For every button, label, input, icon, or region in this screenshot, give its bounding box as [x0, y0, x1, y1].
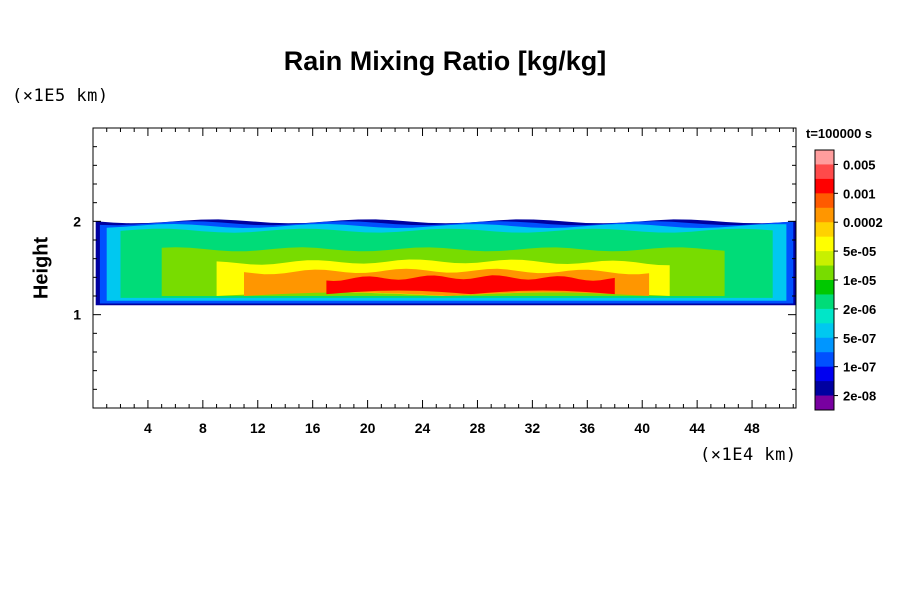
- colorbar-swatch: [815, 308, 834, 324]
- colorbar-label: 0.001: [843, 186, 876, 201]
- x-tick-label: 24: [415, 420, 431, 436]
- colorbar-swatch: [815, 222, 834, 238]
- field-band-0.001: [326, 275, 615, 295]
- colorbar-label: 5e-05: [843, 244, 876, 259]
- colorbar-swatch: [815, 337, 834, 353]
- chart-title: Rain Mixing Ratio [kg/kg]: [283, 46, 607, 76]
- colorbar-label: 5e-07: [843, 331, 876, 346]
- x-tick-label: 36: [580, 420, 596, 436]
- colorbar-swatch: [815, 265, 834, 281]
- colorbar-swatch: [815, 366, 834, 382]
- y-tick-label: 1: [73, 307, 81, 323]
- time-label: t=100000 s: [806, 126, 873, 141]
- x-tick-label: 48: [744, 420, 760, 436]
- rain-field: [95, 219, 796, 306]
- x-tick-label: 20: [360, 420, 376, 436]
- colorbar-swatch: [815, 178, 834, 194]
- colorbar-swatch: [815, 280, 834, 295]
- colorbar-swatch: [815, 395, 834, 411]
- colorbar-swatch: [815, 323, 834, 339]
- x-tick-label: 32: [525, 420, 541, 436]
- colorbar-swatch: [815, 294, 834, 310]
- colorbar-swatch: [815, 207, 834, 223]
- x-tick-label: 44: [689, 420, 705, 436]
- colorbar-label: 1e-07: [843, 360, 876, 375]
- x-tick-label: 16: [305, 420, 321, 436]
- x-tick-label: 40: [634, 420, 650, 436]
- x-tick-label: 12: [250, 420, 266, 436]
- y-tick-label: 2: [73, 213, 81, 229]
- colorbar-swatch: [815, 381, 834, 396]
- colorbar-swatch: [815, 251, 834, 266]
- colorbar-swatch: [815, 150, 834, 165]
- y-axis-unit: (×1E5 km): [12, 86, 109, 106]
- y-axis: 12: [73, 146, 796, 390]
- x-axis-unit: (×1E4 km): [700, 445, 797, 465]
- colorbar-label: 0.0002: [843, 215, 883, 230]
- plot-frame: [92, 127, 797, 409]
- colorbar-swatch: [815, 236, 834, 252]
- x-tick-label: 8: [199, 420, 207, 436]
- colorbar-swatch: [815, 352, 834, 368]
- colorbar-label: 2e-06: [843, 302, 876, 317]
- colorbar-label: 0.005: [843, 157, 876, 172]
- x-tick-label: 4: [144, 420, 152, 436]
- colorbar-label: 2e-08: [843, 389, 876, 404]
- colorbar-label: 1e-05: [843, 273, 876, 288]
- x-axis: 4 8 12 16 20 24 28 32 36 40 44 48: [106, 128, 794, 436]
- colorbar: 0.005 0.001 0.0002 5e-05 1e-05 2e-06 5e-07 1e-0…: [814, 149, 883, 411]
- colorbar-swatch: [815, 164, 834, 180]
- colorbar-swatch: [815, 193, 834, 209]
- x-tick-label: 28: [470, 420, 486, 436]
